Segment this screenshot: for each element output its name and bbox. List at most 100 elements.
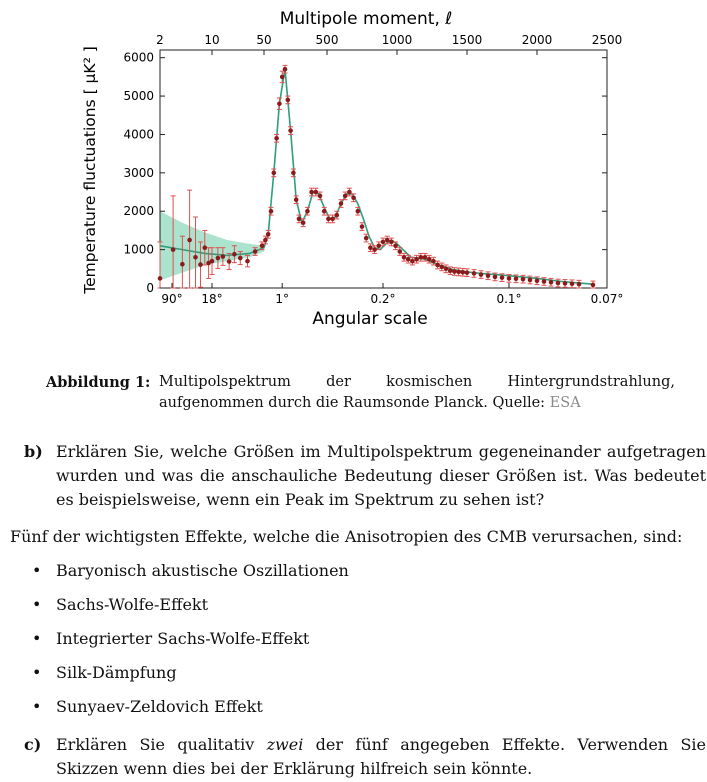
data-point [252,249,258,254]
effect-label: Baryonisch akustische Oszillationen [56,561,349,580]
cosmic-variance-band [160,211,264,281]
top-tick-label: 2000 [522,33,553,47]
data-point [576,281,582,287]
task-c-text-after: der fünf angegeben Effekte. Verwenden Si… [56,735,707,778]
top-axis-label: Multipole moment, ℓ [280,9,453,29]
y-tick-label: 0 [146,281,154,295]
data-point [569,281,575,287]
data-point [460,269,466,275]
data-point [431,258,436,264]
data-point [265,231,271,237]
data-point [439,264,445,270]
effect-label: Integrierter Sachs-Wolfe-Effekt [56,629,310,648]
data-point [209,258,215,264]
bullet-icon: • [32,561,42,580]
y-tick-label: 3000 [123,166,154,180]
data-point [447,268,453,274]
data-point [277,101,282,107]
data-point [351,195,356,201]
data-point [384,237,390,243]
data-point [170,247,176,252]
data-point [520,276,526,282]
data-point [541,279,547,284]
list-item: • Silk-Dämpfung [32,662,349,696]
bullet-icon: • [32,663,42,682]
data-point [263,237,268,243]
data-point [414,256,419,262]
data-point [226,259,232,264]
top-tick-label: 2500 [592,33,623,47]
data-point [380,239,386,245]
data-point [198,262,203,267]
caption-text: Multipolspektrum der kosmischen Hintergr… [159,374,675,411]
bottom-tick-label: 18° [201,292,222,306]
data-point [499,275,505,280]
data-point [300,220,306,226]
data-point [376,243,382,249]
cmb-power-spectrum-figure: 0 1000 2000 3000 4000 5000 6000 2 10 50 500 1000 150… [0,0,707,340]
effects-list: • Baryonisch akustische Oszillationen • Sa… [32,560,349,730]
bottom-tick-label: 0.1° [496,292,521,306]
data-point [220,254,226,259]
data-point [326,216,331,222]
data-point [443,266,449,272]
data-point [202,245,208,250]
top-tick-label: 500 [316,33,339,47]
data-point [527,277,533,283]
top-tick-label: 50 [256,33,271,47]
data-point [359,224,365,229]
data-point [180,261,185,267]
data-point [435,262,440,268]
data-point [456,269,461,275]
caption-text-block: Multipolspektrum der kosmischen Hintergr… [159,372,675,414]
data-point [562,281,568,286]
y-axis-label: Temperature fluctuations [ μK² ] [81,46,99,295]
data-point [485,273,491,279]
list-item: • Baryonisch akustische Oszillationen [32,560,349,594]
data-point [389,239,394,245]
y-tick-label: 4000 [123,127,154,141]
data-point [478,272,484,277]
effects-intro: Fünf der wichtigsten Effekte, welche die… [10,527,683,546]
data-point [259,243,265,249]
data-point [393,243,398,249]
data-point [405,256,411,262]
y-tick-label: 2000 [123,204,154,218]
effect-label: Sunyaev-Zeldovich Effekt [56,697,263,716]
data-point [309,189,314,195]
data-point [513,276,519,282]
data-point [282,66,288,72]
top-tick-label: 2 [156,33,164,47]
list-item: • Sachs-Wolfe-Effekt [32,594,349,628]
y-tick-label: 5000 [123,89,154,103]
data-point [215,255,221,261]
data-point [397,249,403,254]
data-point [293,197,299,203]
task-c-label: c) [24,735,42,754]
task-c-emphasis: zwei [266,735,304,754]
data-point [452,269,457,274]
bullet-icon: • [32,697,42,716]
effect-label: Silk-Dämpfung [56,663,177,682]
data-point [206,260,211,266]
data-point [464,270,470,275]
data-point [363,235,369,241]
data-point [334,212,340,218]
data-point [418,254,424,260]
data-point [279,74,285,80]
bottom-tick-label: 90° [161,292,182,306]
bottom-tick-label: 1° [275,292,289,306]
data-point [193,254,198,260]
data-point [492,274,498,280]
data-point [590,282,596,288]
task-b-label: b) [24,442,43,461]
data-point [245,258,250,264]
data-point [347,189,352,195]
data-point [534,278,540,284]
data-point [317,193,323,199]
data-point [237,255,243,261]
data-point [338,201,344,206]
data-point [288,128,293,133]
data-point [368,245,373,250]
caption-source-link[interactable]: ESA [549,395,581,411]
